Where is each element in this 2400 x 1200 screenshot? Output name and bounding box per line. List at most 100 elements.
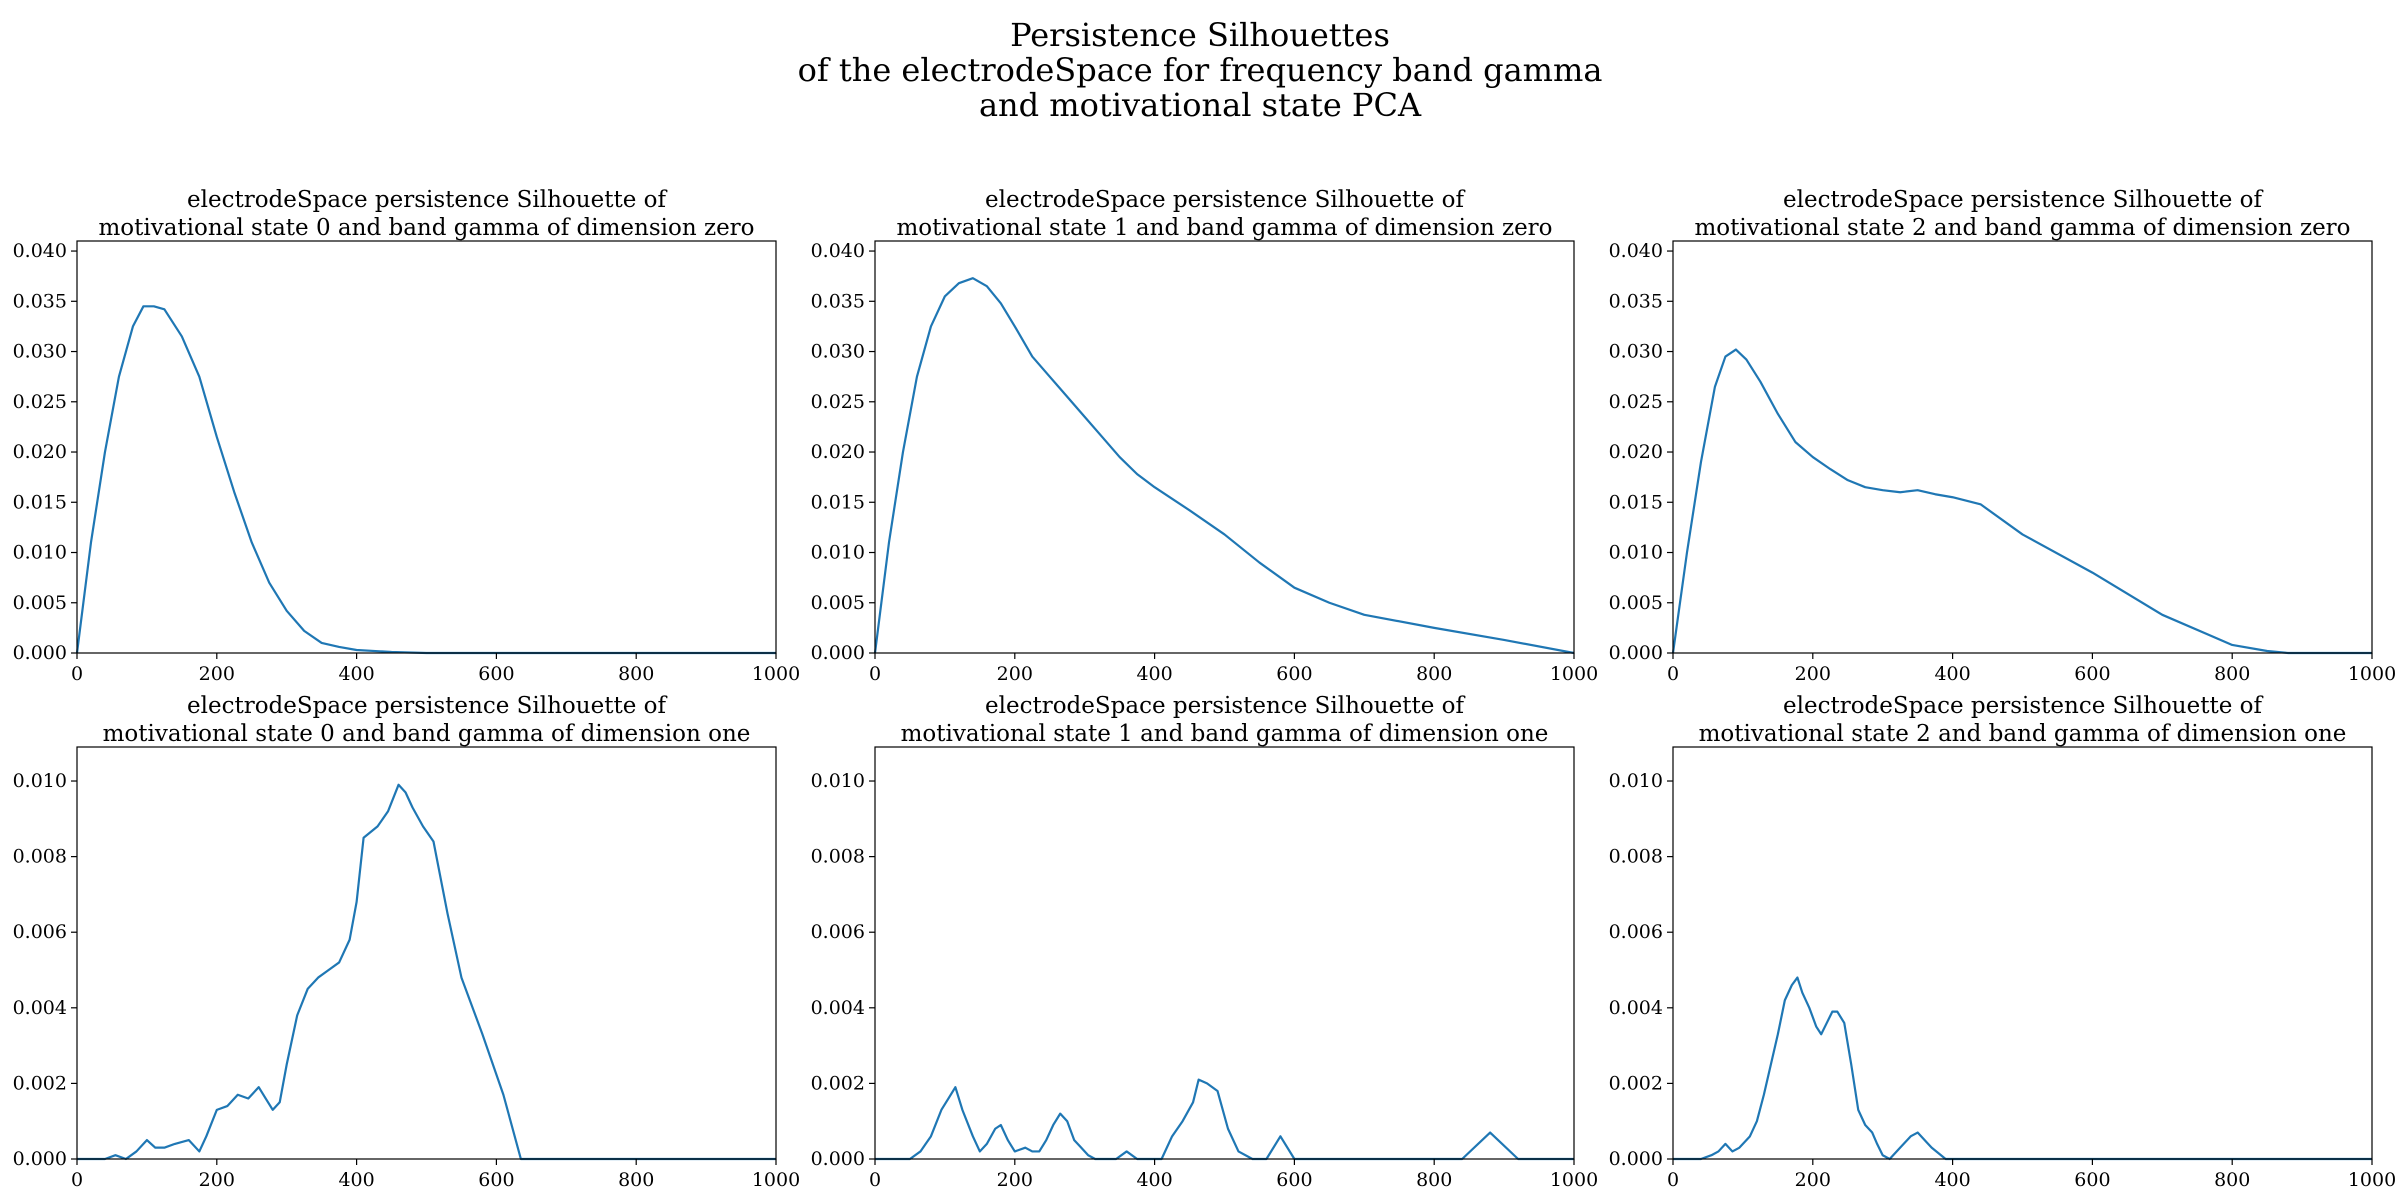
- y-tick-label: 0.006: [13, 921, 67, 943]
- y-tick-label: 0.010: [1609, 542, 1663, 564]
- x-tick-label: 200: [997, 663, 1033, 685]
- x-tick-label: 800: [2214, 663, 2250, 685]
- y-tick-label: 0.035: [1609, 290, 1663, 312]
- subplot-title-line: motivational state 0 and band gamma of d…: [98, 215, 754, 241]
- x-tick-label: 1000: [1550, 1169, 1598, 1191]
- y-tick-label: 0.004: [1609, 997, 1663, 1019]
- y-tick-label: 0.000: [811, 1148, 865, 1170]
- y-tick-label: 0.000: [13, 1148, 67, 1170]
- axes-frame: [1672, 746, 2373, 1160]
- y-tick-label: 0.000: [1609, 642, 1663, 664]
- y-tick-label: 0.004: [13, 997, 67, 1019]
- subplot-title-line: electrodeSpace persistence Silhouette of: [1783, 187, 2263, 213]
- y-tick-label: 0.030: [13, 341, 67, 363]
- y-tick-label: 0.008: [1609, 846, 1663, 868]
- y-tick-label: 0.025: [811, 391, 865, 413]
- series-line: [1671, 348, 2372, 655]
- y-tick-label: 0.010: [1609, 770, 1663, 792]
- subplot-2: electrodeSpace persistence Silhouette of…: [811, 187, 1599, 685]
- x-tick-label: 400: [1136, 663, 1172, 685]
- x-tick-label: 1000: [2348, 1169, 2396, 1191]
- x-tick-label: 1000: [752, 1169, 800, 1191]
- x-tick-label: 400: [338, 663, 374, 685]
- y-tick-label: 0.002: [1609, 1072, 1663, 1094]
- x-tick-label: 600: [2074, 663, 2110, 685]
- subplot-4: electrodeSpace persistence Silhouette of…: [13, 693, 801, 1191]
- subplot-5: electrodeSpace persistence Silhouette of…: [811, 693, 1599, 1191]
- y-tick-label: 0.035: [13, 290, 67, 312]
- x-tick-label: 600: [478, 663, 514, 685]
- subplot-title-line: motivational state 0 and band gamma of d…: [103, 721, 751, 747]
- y-tick-label: 0.030: [811, 341, 865, 363]
- x-tick-label: 600: [1276, 1169, 1312, 1191]
- x-tick-label: 0: [869, 663, 881, 685]
- y-tick-label: 0.008: [13, 846, 67, 868]
- y-tick-label: 0.006: [811, 921, 865, 943]
- axes-frame: [1672, 240, 2373, 654]
- subplot-title-line: motivational state 2 and band gamma of d…: [1699, 721, 2347, 747]
- x-tick-label: 200: [1795, 1169, 1831, 1191]
- subplot-title-line: electrodeSpace persistence Silhouette of: [985, 187, 1465, 213]
- y-tick-label: 0.005: [811, 592, 865, 614]
- x-tick-label: 0: [869, 1169, 881, 1191]
- axes-frame: [76, 746, 777, 1160]
- x-tick-label: 400: [1136, 1169, 1172, 1191]
- y-tick-label: 0.005: [13, 592, 67, 614]
- x-tick-label: 400: [1934, 1169, 1970, 1191]
- x-tick-label: 600: [478, 1169, 514, 1191]
- subplot-title-line: motivational state 2 and band gamma of d…: [1694, 215, 2350, 241]
- y-tick-label: 0.025: [13, 391, 67, 413]
- figure-suptitle: Persistence Silhouettes of the electrode…: [0, 18, 2400, 123]
- subplot-1: electrodeSpace persistence Silhouette of…: [13, 187, 801, 685]
- subplot-title-line: electrodeSpace persistence Silhouette of: [187, 693, 667, 719]
- x-tick-label: 800: [618, 1169, 654, 1191]
- x-tick-label: 0: [71, 1169, 83, 1191]
- y-tick-label: 0.000: [13, 642, 67, 664]
- y-tick-label: 0.035: [811, 290, 865, 312]
- y-tick-label: 0.030: [1609, 341, 1663, 363]
- x-tick-label: 200: [997, 1169, 1033, 1191]
- y-tick-label: 0.002: [811, 1072, 865, 1094]
- series-line: [1673, 976, 2372, 1161]
- y-tick-label: 0.008: [811, 846, 865, 868]
- y-tick-label: 0.000: [1609, 1148, 1663, 1170]
- x-tick-label: 200: [199, 663, 235, 685]
- axes-frame: [874, 240, 1575, 654]
- axes-frame: [76, 240, 777, 654]
- x-tick-label: 1000: [1550, 663, 1598, 685]
- x-tick-label: 400: [338, 1169, 374, 1191]
- y-tick-label: 0.000: [811, 642, 865, 664]
- y-tick-label: 0.020: [1609, 441, 1663, 463]
- y-tick-label: 0.002: [13, 1072, 67, 1094]
- suptitle-line-3: and motivational state PCA: [978, 86, 1422, 124]
- series-line: [875, 1078, 1574, 1161]
- y-tick-label: 0.040: [1609, 240, 1663, 262]
- x-tick-label: 200: [199, 1169, 235, 1191]
- axes-frame: [874, 746, 1575, 1160]
- y-tick-label: 0.025: [1609, 391, 1663, 413]
- suptitle-line-1: Persistence Silhouettes: [1010, 16, 1390, 54]
- y-tick-label: 0.010: [13, 770, 67, 792]
- y-tick-label: 0.010: [811, 542, 865, 564]
- x-tick-label: 400: [1934, 663, 1970, 685]
- subplot-title-line: motivational state 1 and band gamma of d…: [901, 721, 1549, 747]
- y-tick-label: 0.020: [13, 441, 67, 463]
- x-tick-label: 800: [618, 663, 654, 685]
- y-tick-label: 0.015: [13, 491, 67, 513]
- y-tick-label: 0.006: [1609, 921, 1663, 943]
- x-tick-label: 1000: [752, 663, 800, 685]
- subplot-title-line: electrodeSpace persistence Silhouette of: [187, 187, 667, 213]
- y-tick-label: 0.040: [13, 240, 67, 262]
- series-line: [77, 783, 776, 1161]
- y-tick-label: 0.015: [811, 491, 865, 513]
- x-tick-label: 800: [1416, 663, 1452, 685]
- subplot-title-line: electrodeSpace persistence Silhouette of: [985, 693, 1465, 719]
- suptitle-line-2: of the electrodeSpace for frequency band…: [797, 51, 1603, 89]
- x-tick-label: 0: [1667, 1169, 1679, 1191]
- y-tick-label: 0.010: [13, 542, 67, 564]
- subplot-3: electrodeSpace persistence Silhouette of…: [1609, 187, 2397, 685]
- y-tick-label: 0.010: [811, 770, 865, 792]
- y-tick-label: 0.015: [1609, 491, 1663, 513]
- x-tick-label: 600: [1276, 663, 1312, 685]
- x-tick-label: 600: [2074, 1169, 2110, 1191]
